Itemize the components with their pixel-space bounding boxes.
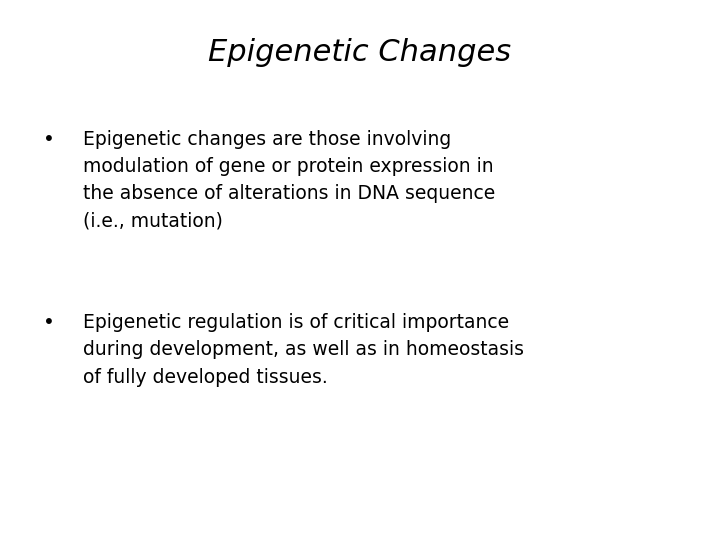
- Text: Epigenetic Changes: Epigenetic Changes: [208, 38, 512, 67]
- Text: •: •: [43, 313, 55, 332]
- Text: Epigenetic regulation is of critical importance
during development, as well as i: Epigenetic regulation is of critical imp…: [83, 313, 523, 387]
- Text: Epigenetic changes are those involving
modulation of gene or protein expression : Epigenetic changes are those involving m…: [83, 130, 495, 231]
- Text: •: •: [43, 130, 55, 148]
